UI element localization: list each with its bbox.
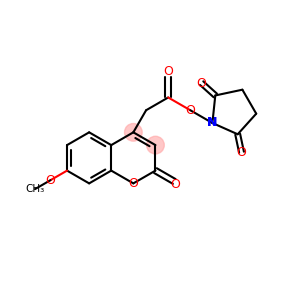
Text: N: N [207, 116, 218, 130]
Text: N: N [207, 116, 218, 130]
Text: O: O [46, 174, 56, 187]
Text: O: O [237, 146, 247, 159]
Circle shape [124, 124, 142, 141]
Text: O: O [197, 77, 207, 90]
Text: O: O [163, 65, 173, 78]
Circle shape [147, 136, 164, 154]
Text: CH₃: CH₃ [26, 184, 45, 194]
Text: O: O [185, 104, 195, 117]
Text: O: O [128, 177, 138, 190]
Text: O: O [170, 178, 180, 191]
